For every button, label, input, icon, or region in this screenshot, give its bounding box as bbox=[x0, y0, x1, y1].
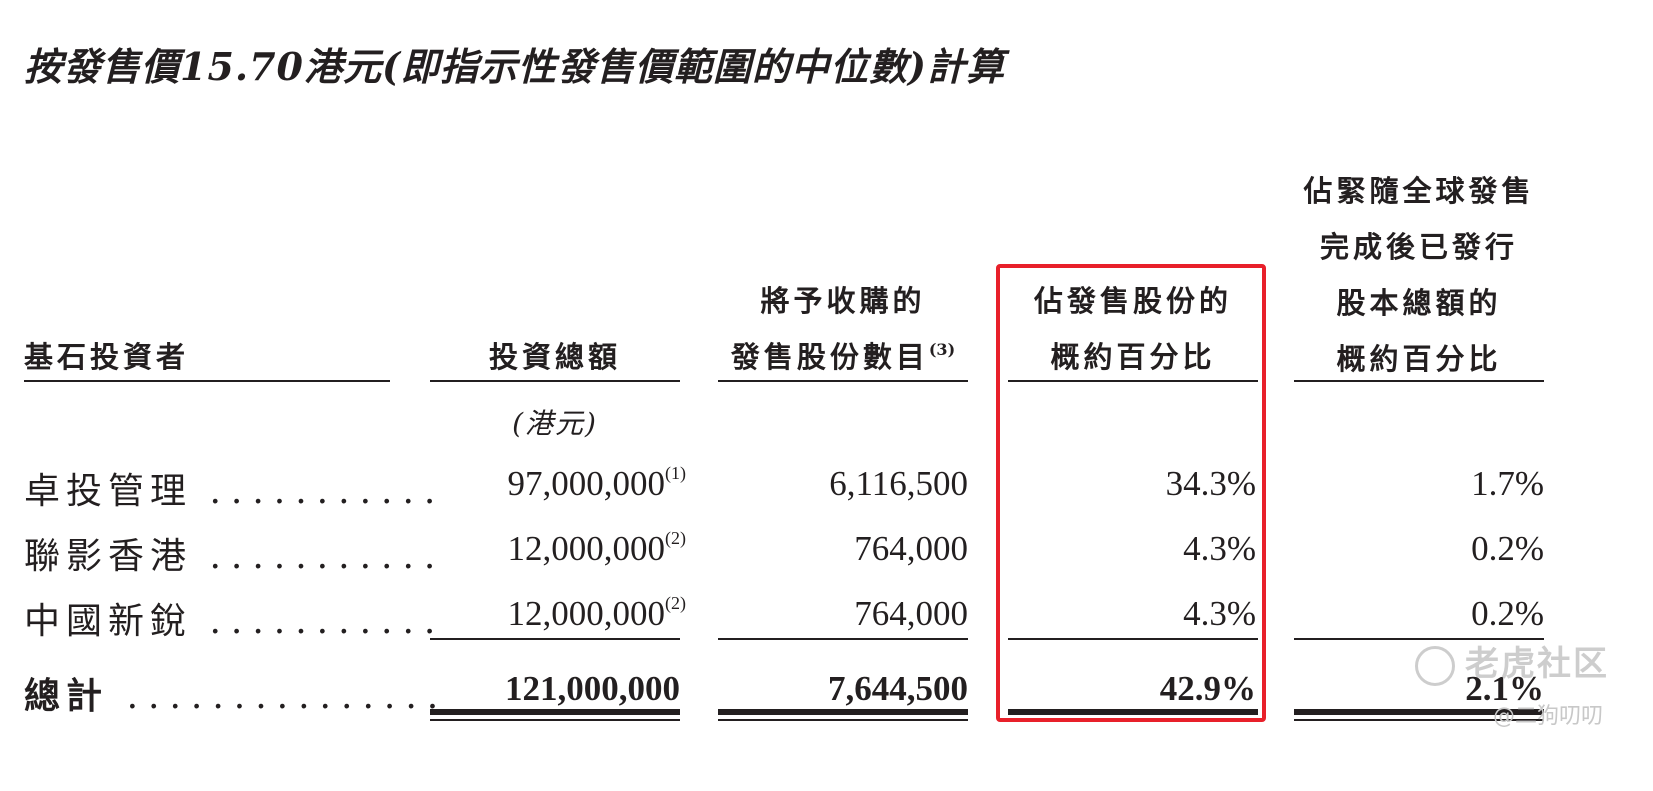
watermark-handle: @二狗叨叨 bbox=[1492, 704, 1603, 729]
leader-dots: ............... bbox=[126, 676, 449, 717]
table-row-investor: 中國新銳 ........... bbox=[24, 592, 445, 644]
header-pct-total-line2: 完成後已發行 bbox=[1319, 230, 1518, 264]
row-amount: 12,000,000(2) bbox=[507, 528, 687, 568]
subtotal-rule-amount bbox=[430, 638, 680, 640]
header-rule-amount bbox=[430, 380, 680, 382]
header-shares-line1: 將予收購的 bbox=[760, 284, 926, 318]
subtotal-rule-pct-total bbox=[1294, 638, 1544, 640]
subtotal-rule-pct-offer bbox=[1008, 638, 1258, 640]
total-double-rule-pct-offer-top bbox=[1008, 709, 1258, 715]
header-shares-footnote: (3) bbox=[928, 340, 956, 359]
row-shares: 6,116,500 bbox=[829, 464, 968, 503]
amount-footnote: (2) bbox=[665, 528, 686, 548]
row-shares: 764,000 bbox=[854, 529, 968, 568]
row-pct-offer: 4.3% bbox=[1183, 594, 1256, 633]
header-pct-total: 佔緊隨全球發售 完成後已發行 股本總額的 概約百分比 bbox=[1294, 163, 1544, 387]
header-investor: 基石投資者 bbox=[24, 340, 190, 374]
total-row-label: 總計 ............... bbox=[24, 667, 448, 719]
total-double-rule-shares-bottom bbox=[718, 719, 968, 721]
watermark-brand: 老虎社区 bbox=[1465, 644, 1609, 684]
leader-dots: ........... bbox=[209, 601, 446, 642]
header-pct-total-line4: 概約百分比 bbox=[1336, 342, 1502, 376]
header-shares: 將予收購的 發售股份數目(3) bbox=[718, 273, 968, 385]
total-label: 總計 bbox=[24, 675, 109, 717]
row-pct-total: 0.2% bbox=[1471, 529, 1544, 568]
total-amount: 121,000,000 bbox=[505, 669, 680, 708]
tiger-logo-icon bbox=[1415, 645, 1455, 686]
row-pct-offer: 4.3% bbox=[1183, 529, 1256, 568]
header-rule-pct-offer bbox=[1008, 380, 1258, 382]
row-pct-offer: 34.3% bbox=[1165, 464, 1256, 503]
total-pct-offer: 42.9% bbox=[1159, 669, 1256, 708]
total-double-rule-amount-top bbox=[430, 709, 680, 715]
total-double-rule-pct-total-bottom bbox=[1294, 719, 1544, 721]
header-rule-shares bbox=[718, 380, 968, 382]
row-pct-total: 0.2% bbox=[1471, 594, 1544, 633]
header-pct-offer: 佔發售股份的 概約百分比 bbox=[1008, 273, 1258, 385]
watermark-logo: 老虎社区 bbox=[1415, 636, 1609, 686]
leader-dots: ........... bbox=[209, 471, 446, 512]
investor-name: 中國新銳 bbox=[24, 601, 193, 642]
header-pct-offer-line1: 佔發售股份的 bbox=[1033, 284, 1232, 318]
leader-dots: ........... bbox=[209, 536, 446, 577]
row-pct-total: 1.7% bbox=[1471, 464, 1544, 503]
investor-name: 聯影香港 bbox=[24, 536, 193, 577]
table-row-investor: 聯影香港 ........... bbox=[24, 527, 445, 579]
header-pct-total-line1: 佔緊隨全球發售 bbox=[1303, 174, 1535, 208]
header-amount: 投資總額 bbox=[488, 340, 621, 374]
row-amount: 12,000,000(2) bbox=[507, 593, 687, 633]
row-amount: 97,000,000(1) bbox=[507, 463, 687, 503]
table-title: 按發售價15.70港元(即指示性發售價範圍的中位數)計算 bbox=[24, 44, 1005, 89]
amount-footnote: (1) bbox=[665, 463, 686, 483]
header-rule-investor bbox=[24, 380, 390, 382]
header-pct-offer-line2: 概約百分比 bbox=[1050, 340, 1216, 374]
amount-footnote: (2) bbox=[665, 593, 686, 613]
amount-unit-label: (港元) bbox=[512, 407, 598, 440]
total-double-rule-amount-bottom bbox=[430, 719, 680, 721]
total-double-rule-pct-total-top bbox=[1294, 709, 1544, 715]
investor-name: 卓投管理 bbox=[24, 471, 193, 512]
total-shares: 7,644,500 bbox=[828, 669, 968, 708]
header-shares-line2: 發售股份數目(3) bbox=[730, 340, 956, 374]
header-rule-pct-total bbox=[1294, 380, 1544, 382]
total-double-rule-shares-top bbox=[718, 709, 968, 715]
row-shares: 764,000 bbox=[854, 594, 968, 633]
subtotal-rule-shares bbox=[718, 638, 968, 640]
total-pct-total: 2.1% bbox=[1465, 669, 1544, 708]
highlight-box bbox=[996, 264, 1266, 722]
table-row-investor: 卓投管理 ........... bbox=[24, 462, 445, 514]
header-pct-total-line3: 股本總額的 bbox=[1336, 286, 1502, 320]
